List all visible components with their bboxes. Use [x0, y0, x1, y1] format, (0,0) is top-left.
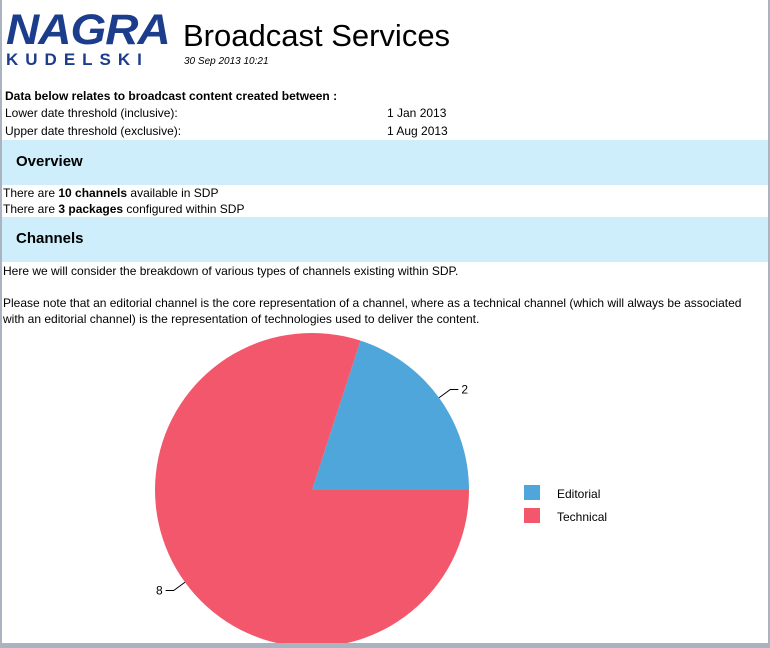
legend-swatch-editorial	[524, 485, 540, 500]
pie-data-label-technical: 8	[156, 584, 163, 598]
logo-wordmark-nagra: NAGRA	[6, 5, 171, 54]
upper-threshold-value: 1 Aug 2013	[387, 124, 448, 138]
window-frame-right	[768, 0, 770, 648]
channel-count-suffix: available in SDP	[127, 186, 219, 200]
channels-section-header: Channels	[2, 217, 768, 262]
legend-item-technical: Technical	[524, 508, 724, 526]
overview-heading: Overview	[16, 153, 83, 170]
pie-leader-line-editorial	[438, 388, 459, 399]
lower-threshold-label: Lower date threshold (inclusive):	[5, 106, 178, 120]
logo-wordmark-kudelski: KUDELSKI	[6, 50, 149, 69]
package-count-prefix: There are	[3, 202, 59, 216]
pie-data-label-editorial: 2	[461, 382, 468, 396]
window-frame-bottom	[0, 643, 770, 648]
package-count-suffix: configured within SDP	[123, 202, 245, 216]
channels-heading: Channels	[16, 230, 84, 247]
lower-threshold-value: 1 Jan 2013	[387, 106, 447, 120]
channels-description: Here we will consider the breakdown of v…	[3, 264, 459, 278]
window-frame-left	[0, 0, 2, 648]
channels-note: Please note that an editorial channel is…	[3, 296, 742, 326]
report-timestamp: 30 Sep 2013 10:21	[184, 56, 269, 67]
overview-section-header: Overview	[2, 140, 768, 185]
pie-leader-line-technical	[165, 581, 186, 592]
nagra-kudelski-logo: NAGRA KUDELSKI	[6, 5, 171, 69]
package-count-line: There are 3 packages configured within S…	[3, 202, 244, 216]
pie-slice-technical	[155, 333, 470, 648]
channel-count-line: There are 10 channels available in SDP	[3, 186, 218, 200]
legend-label-editorial: Editorial	[557, 487, 601, 501]
legend-swatch-technical	[524, 508, 540, 523]
channel-count-prefix: There are	[3, 186, 59, 200]
pie-slice-editorial	[312, 340, 469, 490]
page-title: Broadcast Services	[183, 18, 451, 53]
package-count-value: 3 packages	[58, 202, 124, 216]
legend-label-technical: Technical	[557, 510, 608, 524]
channel-count-value: 10 channels	[58, 186, 128, 200]
upper-threshold-label: Upper date threshold (exclusive):	[5, 124, 182, 138]
date-range-intro: Data below relates to broadcast content …	[5, 89, 338, 103]
legend-item-editorial: Editorial	[524, 485, 724, 503]
